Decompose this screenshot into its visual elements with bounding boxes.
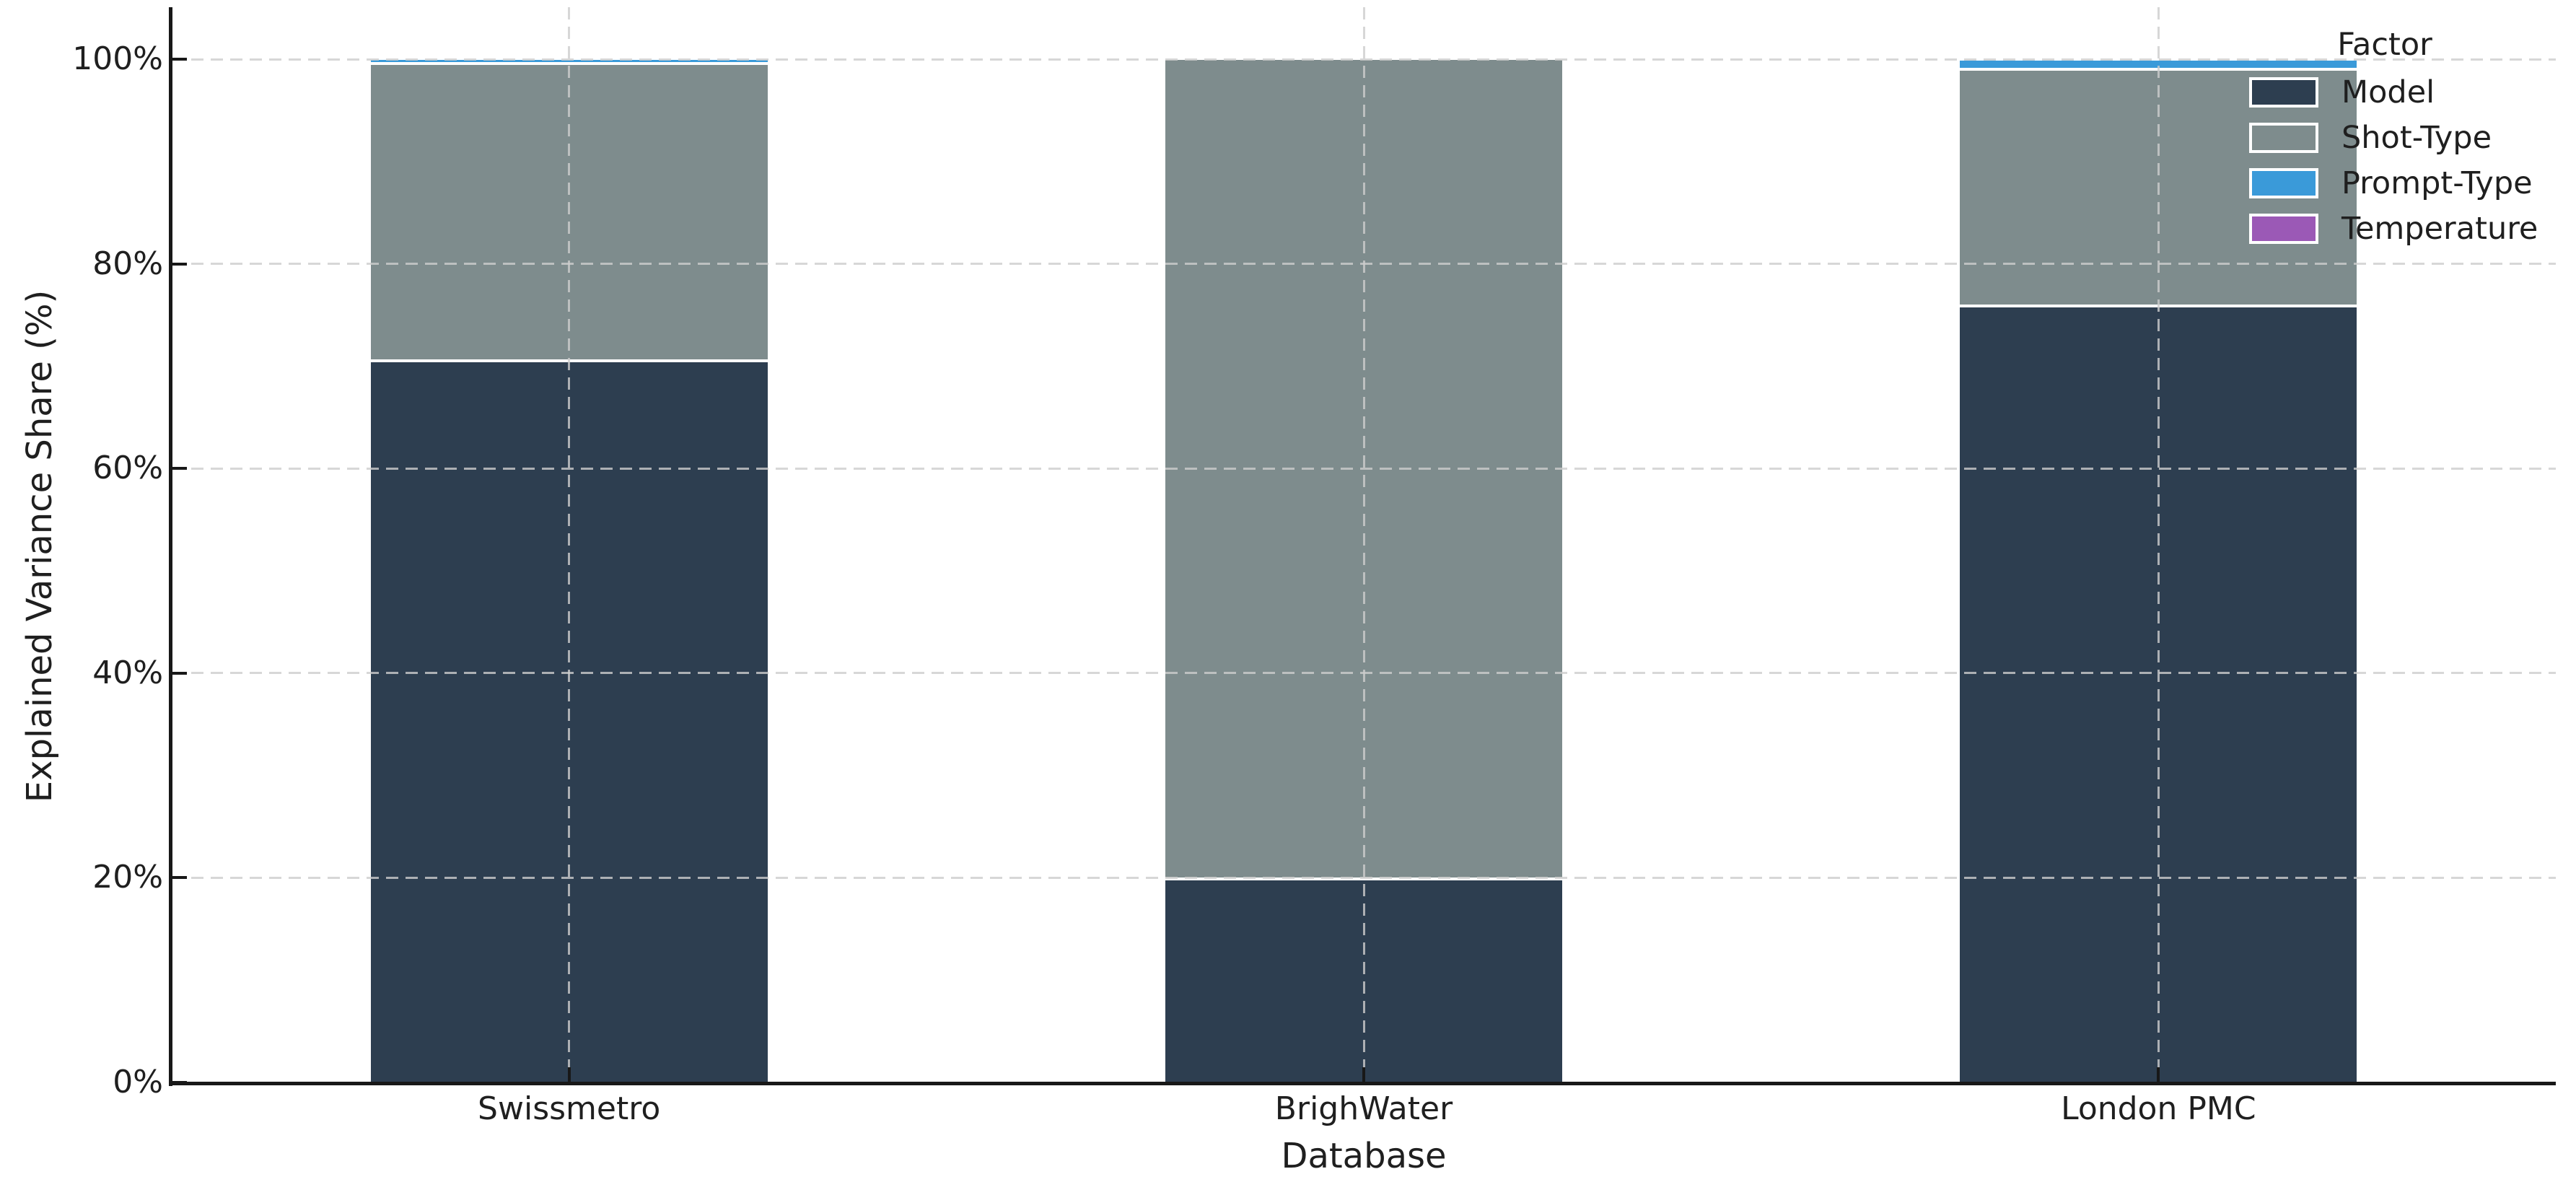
legend-label-shot-type: Shot-Type xyxy=(2341,119,2492,156)
legend: Factor Model Shot-Type Prompt-Type Temperat… xyxy=(2233,25,2538,251)
legend-rows: Model Shot-Type Prompt-Type Temperature xyxy=(2233,69,2538,251)
legend-title: Factor xyxy=(2337,27,2432,63)
y-axis-spine xyxy=(169,7,172,1086)
y-axis-title: Explained Variance Share (%) xyxy=(19,289,60,803)
gridline-x-brighwater xyxy=(1362,7,1365,1082)
y-tick-40 xyxy=(172,671,187,675)
gridline-x-london-pmc xyxy=(2157,7,2160,1082)
legend-swatch-temperature xyxy=(2249,213,2318,244)
y-tick-label-100: 100% xyxy=(72,40,163,77)
legend-swatch-model xyxy=(2249,76,2318,108)
legend-label-prompt-type: Prompt-Type xyxy=(2341,165,2533,201)
x-tick-brighwater xyxy=(1362,1067,1365,1082)
legend-label-model: Model xyxy=(2341,74,2435,110)
legend-item-shot-type: Shot-Type xyxy=(2233,115,2536,160)
x-tick-label-london-pmc: London PMC xyxy=(2061,1090,2256,1127)
y-tick-0 xyxy=(172,1081,187,1084)
legend-label-temperature: Temperature xyxy=(2341,210,2538,247)
legend-item-prompt-type: Prompt-Type xyxy=(2233,160,2536,206)
y-tick-100 xyxy=(172,58,187,61)
y-tick-80 xyxy=(172,262,187,266)
x-tick-label-swissmetro: Swissmetro xyxy=(478,1090,661,1127)
legend-swatch-shot-type xyxy=(2249,122,2318,153)
legend-swatch-prompt-type xyxy=(2249,167,2318,198)
y-tick-label-60: 60% xyxy=(92,450,163,487)
x-tick-london-pmc xyxy=(2157,1067,2160,1082)
x-tick-label-brighwater: BrighWater xyxy=(1274,1090,1453,1127)
y-tick-20 xyxy=(172,876,187,880)
y-tick-label-40: 40% xyxy=(92,654,163,691)
x-tick-swissmetro xyxy=(567,1067,571,1082)
y-tick-label-20: 20% xyxy=(92,859,163,896)
gridline-x-swissmetro xyxy=(568,7,571,1082)
x-axis-title: Database xyxy=(1281,1136,1447,1176)
y-tick-label-0: 0% xyxy=(113,1064,163,1100)
x-axis-spine xyxy=(169,1082,2556,1085)
y-tick-label-80: 80% xyxy=(92,245,163,282)
y-tick-60 xyxy=(172,467,187,470)
legend-item-temperature: Temperature xyxy=(2233,206,2538,251)
legend-item-model: Model xyxy=(2233,69,2536,115)
